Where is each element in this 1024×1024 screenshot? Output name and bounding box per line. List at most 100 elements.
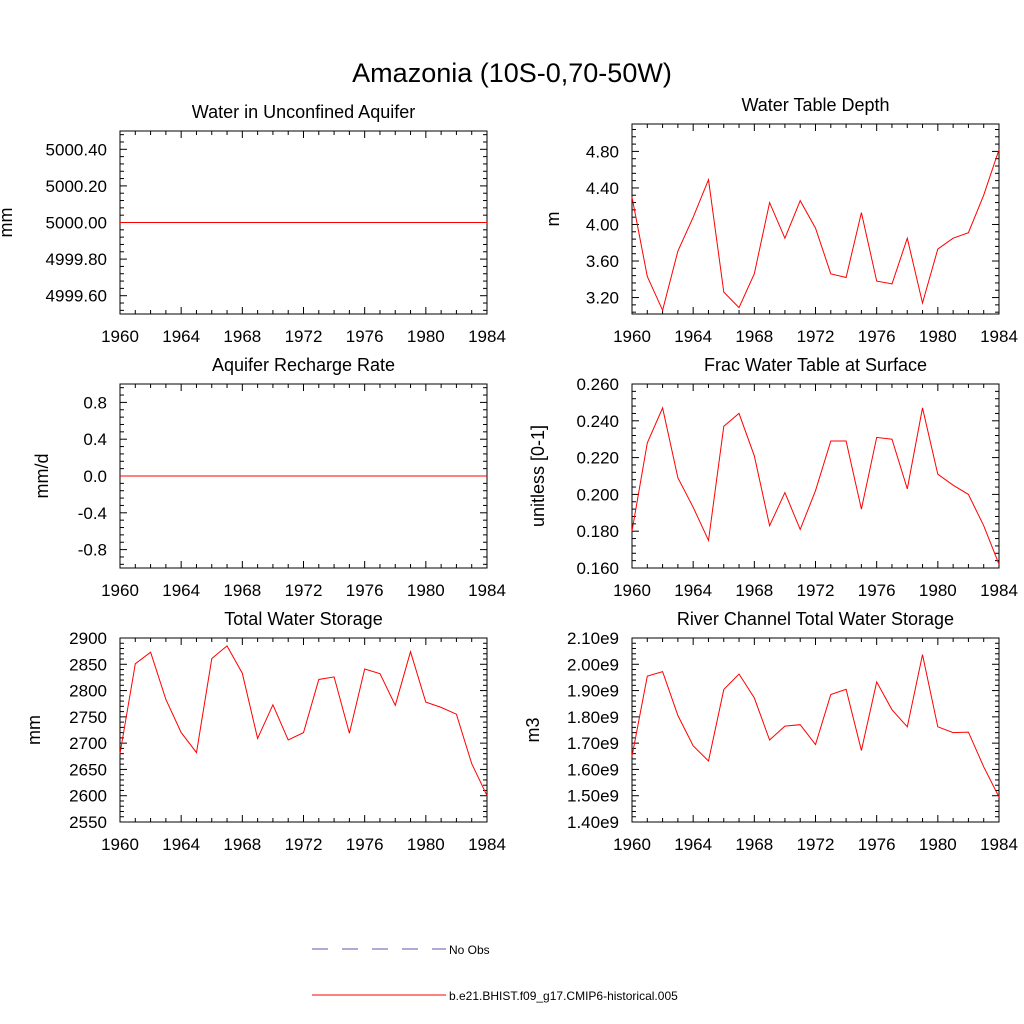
x-tick-label: 1968 — [223, 581, 261, 600]
y-tick-label: 4.80 — [586, 142, 619, 161]
x-tick-label: 1980 — [407, 835, 445, 854]
chart-panel-2: Water Table Depth 1960 1964 1968 1972 1976 198… — [543, 95, 1018, 346]
y-tick-label: -0.4 — [78, 504, 107, 523]
x-tick-label: 1976 — [346, 835, 384, 854]
y-tick-label: 0.0 — [83, 467, 107, 486]
plot-frame — [631, 383, 1000, 569]
y-tick-label: 4.00 — [586, 215, 619, 234]
x-tick-label: 1972 — [285, 835, 323, 854]
chart-panel-4: Frac Water Table at Surface 1960 1964 1968 1… — [528, 355, 1018, 600]
y-tick-label: 4999.80 — [46, 250, 107, 269]
y-tick-label: -0.8 — [78, 541, 107, 560]
x-tick-label: 1964 — [674, 835, 712, 854]
panel-title: Total Water Storage — [224, 609, 382, 629]
y-tick-label: 2800 — [69, 682, 107, 701]
x-tick-label: 1980 — [919, 327, 957, 346]
x-tick-label: 1972 — [797, 835, 835, 854]
y-tick-label: 2550 — [69, 813, 107, 832]
y-tick-label: 5000.00 — [46, 214, 107, 233]
x-tick-label: 1972 — [285, 581, 323, 600]
y-tick-label: 2900 — [69, 629, 107, 648]
y-tick-label: 0.220 — [576, 449, 619, 468]
x-tick-label: 1980 — [919, 835, 957, 854]
series-line-1 — [631, 406, 1000, 565]
y-axis-label: unitless [0-1] — [528, 425, 548, 527]
chart-panel-5: Total Water Storage 1960 1964 1968 1972 1976 1… — [24, 609, 506, 854]
y-tick-label: 2650 — [69, 760, 107, 779]
y-tick-label: 1.90e9 — [567, 682, 619, 701]
y-axis-label: mm — [24, 715, 44, 745]
x-tick-label: 1960 — [101, 835, 139, 854]
legend-obs-label: No Obs — [449, 943, 490, 957]
x-tick-label: 1984 — [468, 835, 506, 854]
chart-panel-1: Water in Unconfined Aquifer 1960 1964 1968 1… — [0, 102, 506, 346]
chart-panel-3: Aquifer Recharge Rate 1960 1964 1968 1972 197… — [32, 355, 506, 600]
x-tick-label: 1976 — [858, 581, 896, 600]
x-tick-label: 1980 — [407, 581, 445, 600]
y-tick-label: 0.4 — [83, 430, 107, 449]
y-tick-label: 2850 — [69, 655, 107, 674]
x-tick-label: 1972 — [285, 327, 323, 346]
y-tick-label: 0.240 — [576, 412, 619, 431]
x-tick-label: 1960 — [613, 581, 651, 600]
x-tick-label: 1980 — [919, 581, 957, 600]
x-tick-label: 1964 — [162, 835, 200, 854]
legend-model-label: b.e21.BHIST.f09_g17.CMIP6-historical.005 — [449, 989, 678, 1003]
legend-entry-obs: No Obs — [312, 943, 490, 957]
y-tick-label: 1.80e9 — [567, 708, 619, 727]
x-tick-label: 1960 — [101, 581, 139, 600]
x-tick-label: 1964 — [674, 327, 712, 346]
y-tick-label: 0.8 — [83, 393, 107, 412]
y-tick-label: 0.200 — [576, 485, 619, 504]
panel-title: Water Table Depth — [741, 95, 889, 115]
y-axis-label: m3 — [523, 717, 543, 742]
legend-entry-model: b.e21.BHIST.f09_g17.CMIP6-historical.005 — [312, 989, 678, 1003]
x-tick-label: 1968 — [735, 835, 773, 854]
y-axis-label: mm/d — [32, 454, 52, 499]
y-tick-label: 0.160 — [576, 559, 619, 578]
x-tick-label: 1976 — [346, 327, 384, 346]
series-line-1 — [119, 645, 488, 796]
y-tick-label: 1.60e9 — [567, 760, 619, 779]
y-tick-label: 2700 — [69, 734, 107, 753]
panel-title: River Channel Total Water Storage — [677, 609, 954, 629]
x-tick-label: 1976 — [858, 327, 896, 346]
x-tick-label: 1972 — [797, 581, 835, 600]
series-line-1 — [631, 654, 1000, 798]
x-tick-label: 1968 — [223, 835, 261, 854]
figure-title: Amazonia (10S-0,70-50W) — [352, 58, 672, 88]
panel-title: Frac Water Table at Surface — [704, 355, 927, 375]
x-tick-label: 1976 — [858, 835, 896, 854]
x-tick-label: 1980 — [407, 327, 445, 346]
y-tick-label: 4.40 — [586, 179, 619, 198]
x-tick-label: 1968 — [735, 327, 773, 346]
y-tick-label: 5000.20 — [46, 177, 107, 196]
panels-group: Water in Unconfined Aquifer 1960 1964 1968 1… — [0, 95, 1018, 854]
y-tick-label: 3.20 — [586, 289, 619, 308]
x-tick-label: 1964 — [162, 581, 200, 600]
x-tick-label: 1984 — [980, 581, 1018, 600]
x-tick-label: 1972 — [797, 327, 835, 346]
y-tick-label: 4999.60 — [46, 287, 107, 306]
x-tick-label: 1984 — [980, 327, 1018, 346]
y-tick-label: 3.60 — [586, 252, 619, 271]
y-tick-label: 2750 — [69, 708, 107, 727]
chart-panel-6: River Channel Total Water Storage 1960 196… — [523, 609, 1018, 854]
y-tick-label: 2600 — [69, 787, 107, 806]
x-tick-label: 1984 — [980, 835, 1018, 854]
y-axis-label: m — [543, 212, 563, 227]
x-tick-label: 1964 — [674, 581, 712, 600]
y-tick-label: 0.260 — [576, 375, 619, 394]
x-tick-label: 1960 — [101, 327, 139, 346]
x-tick-label: 1984 — [468, 327, 506, 346]
y-tick-label: 1.70e9 — [567, 734, 619, 753]
y-tick-label: 2.10e9 — [567, 629, 619, 648]
y-tick-label: 1.40e9 — [567, 813, 619, 832]
plot-frame — [119, 637, 488, 823]
x-tick-label: 1968 — [735, 581, 773, 600]
plot-frame — [631, 123, 1000, 315]
panel-title: Aquifer Recharge Rate — [212, 355, 395, 375]
x-tick-label: 1976 — [346, 581, 384, 600]
x-tick-label: 1960 — [613, 327, 651, 346]
